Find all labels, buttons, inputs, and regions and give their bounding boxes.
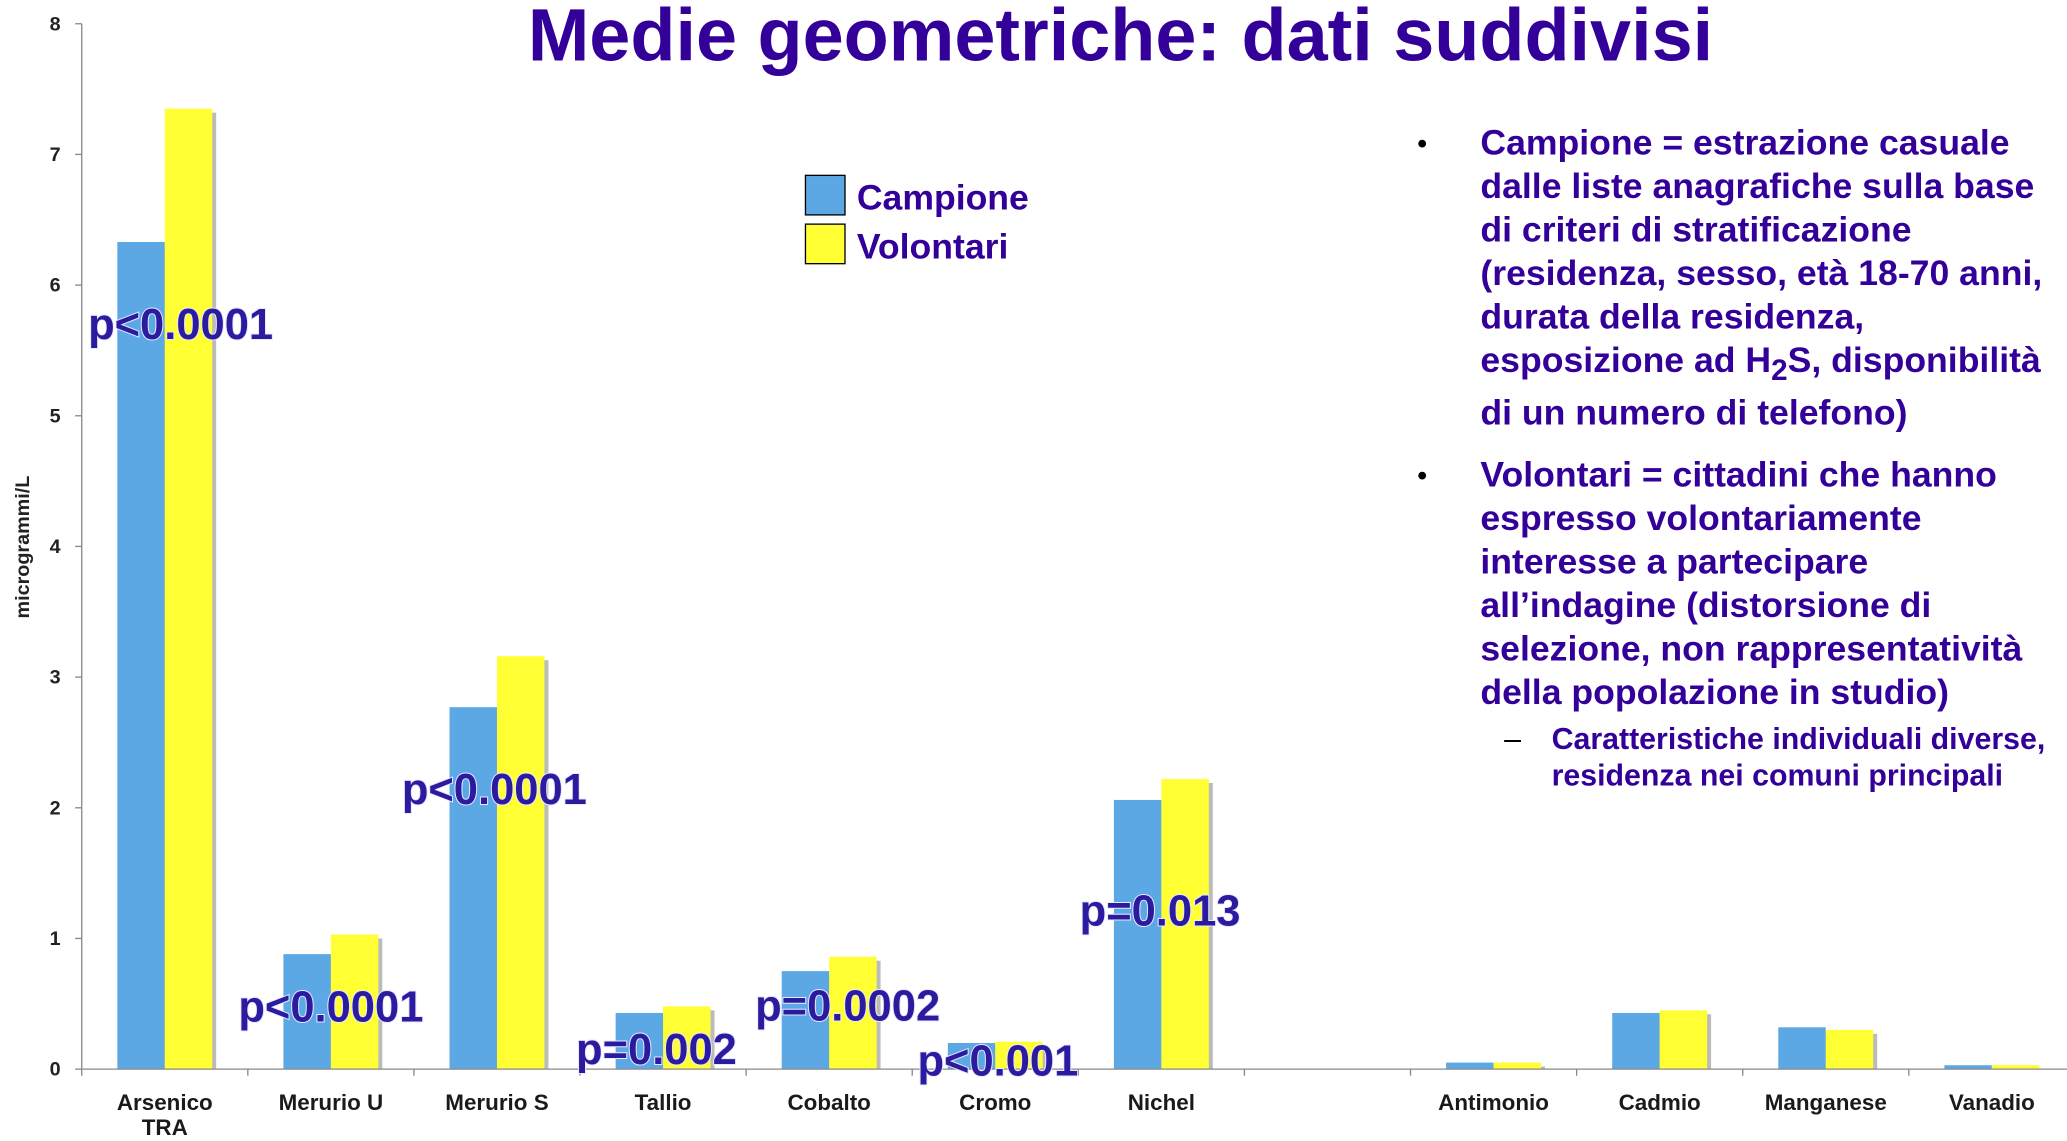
legend-label: Campione [857,178,1029,218]
bar [663,1006,711,1070]
bar [330,934,379,1070]
x-tick-label: Cromo [959,1090,1032,1116]
bar [947,1042,996,1070]
bar [1493,1062,1542,1070]
x-tick-label: Nichel [1127,1090,1196,1116]
bar [449,707,497,1070]
bar [1991,1065,2040,1070]
bar [1612,1012,1660,1070]
x-tick-label-box: Cobalto [787,1090,871,1116]
bar [995,1041,1043,1070]
annotation: p<0.0001 [238,984,423,1032]
x-tick-label-box: Cadmio [1618,1090,1701,1116]
legend-label: Volontari [857,226,1009,266]
annotation: p=0.002 [576,1026,737,1074]
y-tick-label: 2 [50,797,61,819]
bar [1659,1010,1708,1070]
x-tick-label-box: Manganese [1764,1090,1887,1116]
x-tick-label: Cobalto [787,1090,871,1116]
subscript: 2 [1771,353,1788,387]
y-tick-label: 3 [50,667,61,689]
bar [1825,1029,1874,1070]
annotation: p=0.013 [1080,887,1241,935]
bar [1778,1027,1826,1070]
bar [1446,1062,1494,1070]
bar [117,241,165,1070]
y-tick-label: 6 [50,275,61,297]
annotation: p=0.0002 [755,982,940,1030]
x-tick-label-box: Merurio U [278,1090,384,1116]
bar [615,1012,664,1070]
legend-swatch [804,174,846,216]
x-tick-label: Cadmio [1618,1090,1701,1116]
bar [496,656,545,1070]
x-tick-label: Merurio U [278,1090,384,1116]
bars [117,108,2040,1070]
bullet-text: Volontari = cittadini che hanno espresso… [1480,455,2023,713]
x-tick-label: Vanadio [1948,1090,2035,1116]
x-tick-label: Manganese [1764,1090,1887,1116]
annotation: p<0.0001 [88,301,273,349]
y-tick-label: 5 [50,405,61,427]
bullet-text: S, disponibilità di un numero di telefon… [1480,340,2041,433]
x-tick-label-box: Cromo [959,1090,1032,1116]
y-tick-label: 0 [50,1059,61,1081]
notes-box: Campione = estrazione casuale dalle list… [1417,121,2056,1017]
x-tick-label-box: Tallio [634,1090,692,1116]
bar [164,108,213,1070]
y-axis-label: microgrammi/L [12,476,34,619]
x-tick-label-box: Nichel [1127,1090,1196,1116]
bullet: Volontari = cittadini che hanno espresso… [1417,454,2056,794]
bar [283,954,331,1070]
bullet-list: Campione = estrazione casuale dalle list… [1417,121,2056,794]
x-tick-label-box: Merurio S [445,1090,549,1116]
y-tick-label: 8 [50,13,61,35]
x-tick-label-box: Vanadio [1948,1090,2035,1116]
annotation: p<0.0001 [402,766,587,814]
bar [1113,799,1162,1070]
bar [1161,779,1209,1070]
y-tick-label: 7 [50,144,61,166]
x-tick-label: Arsenico TRA [116,1090,213,1141]
sub-bullet: Caratteristiche individuali diverse, res… [1480,720,2056,794]
bullet: Campione = estrazione casuale dalle list… [1417,121,2056,435]
chart-title: Medie geometriche: dati suddivisi [528,0,1713,77]
bar [781,971,830,1070]
y-tick-label: 4 [50,536,61,558]
annotation: p<0.001 [917,1038,1078,1086]
x-tick-label-box: Antimonio [1438,1090,1549,1116]
notes: Campione = estrazione casuale dalle list… [1417,121,2056,794]
bar [829,956,877,1070]
x-tick-label-box: Arsenico TRA [116,1090,213,1141]
x-tick-label: Tallio [634,1090,692,1116]
bar [1944,1065,1992,1070]
bullet-text: Campione = estrazione casuale dalle list… [1480,122,2043,380]
legend-swatch [804,223,846,265]
sub-list: Caratteristiche individuali diverse, res… [1480,720,2056,794]
x-tick-label: Antimonio [1438,1090,1549,1116]
y-tick-label: 1 [50,928,61,950]
x-tick-label: Merurio S [445,1090,549,1116]
